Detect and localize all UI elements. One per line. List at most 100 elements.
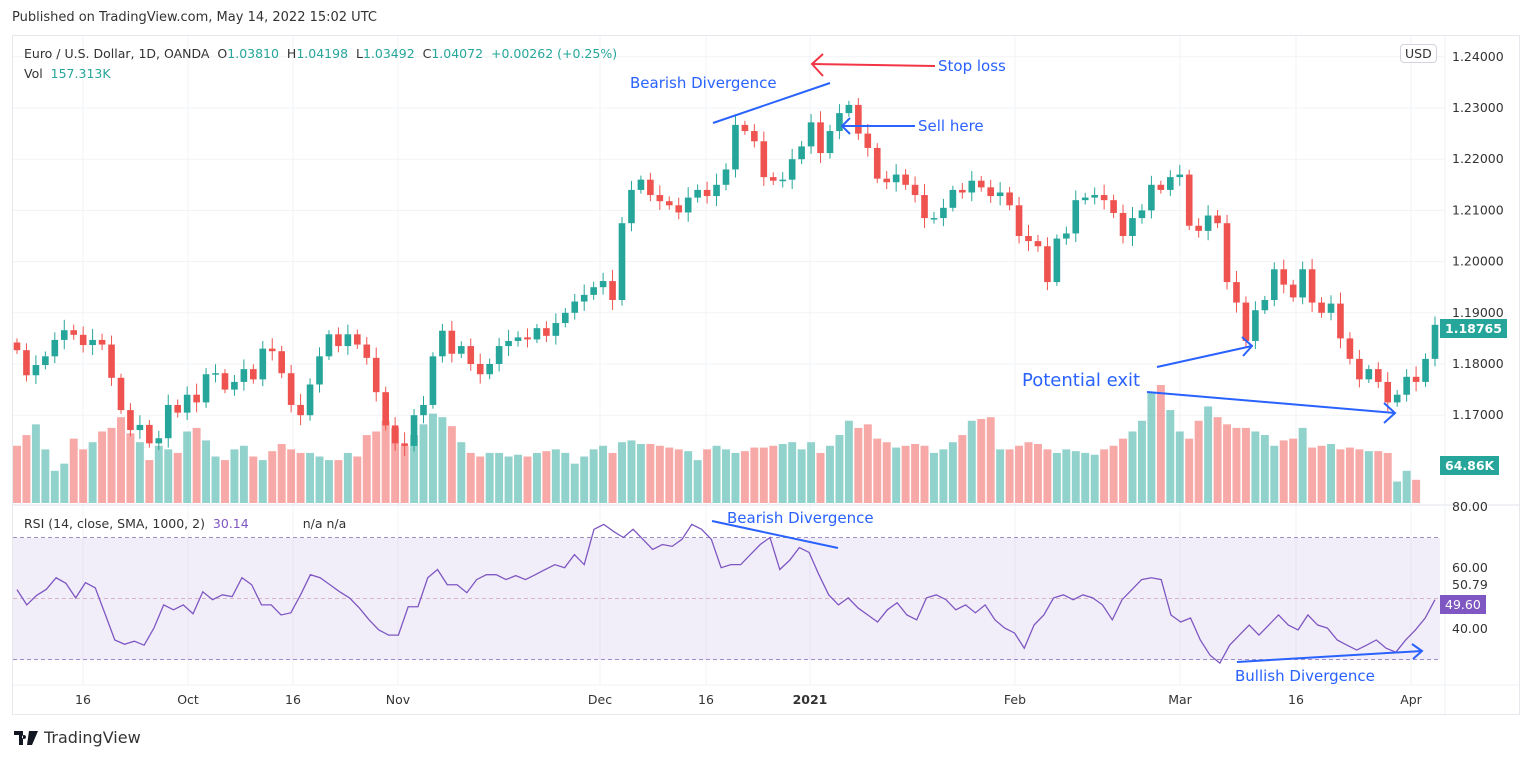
volume-bar: [826, 445, 834, 503]
volume-bar: [807, 442, 816, 503]
candle-body: [1346, 338, 1354, 359]
time-axis-label: 16: [285, 692, 301, 707]
candle: [1195, 218, 1202, 238]
volume-bar: [1043, 449, 1052, 503]
arrow-line: [1146, 391, 1396, 414]
candle-body: [713, 184, 720, 197]
volume-bar: [1289, 438, 1298, 503]
candle: [164, 394, 172, 448]
volume-bar: [485, 452, 494, 503]
volume-bar: [873, 438, 882, 503]
candle: [703, 181, 711, 204]
price-axis-label: 1.24000: [1452, 49, 1504, 64]
candle: [1412, 366, 1420, 392]
volume-bar: [722, 449, 730, 503]
candle-body: [1063, 233, 1070, 239]
candle: [335, 327, 342, 353]
candle-body: [760, 141, 768, 178]
candle-body: [136, 424, 144, 431]
volume-bar: [523, 456, 532, 503]
candle-body: [1176, 174, 1184, 178]
candle-body: [23, 350, 30, 376]
candle: [665, 196, 673, 210]
candle-body: [1044, 246, 1051, 283]
price-axis-label: 1.18000: [1452, 356, 1504, 371]
candle: [382, 386, 389, 431]
candle-body: [921, 195, 928, 219]
annotation-label: Bullish Divergence: [1235, 667, 1375, 685]
volume-bar: [986, 417, 995, 503]
candle-body: [193, 394, 200, 403]
volume-bar: [428, 413, 437, 503]
candle: [429, 352, 437, 409]
rsi-label[interactable]: RSI (14, close, SMA, 1000, 2): [24, 516, 205, 531]
time-axis-label: Feb: [1004, 692, 1026, 707]
high-label: H: [286, 46, 297, 61]
arrow-line: [811, 63, 936, 67]
candle-body: [439, 330, 446, 357]
candle-body: [108, 344, 115, 378]
candle: [883, 171, 891, 190]
trendline: [711, 520, 839, 549]
candle-body: [60, 330, 68, 340]
volume-bar: [636, 444, 645, 503]
candle-body: [1204, 215, 1212, 231]
volume-bar: [759, 447, 768, 503]
candle: [1242, 296, 1250, 347]
candle: [1157, 180, 1165, 194]
volume-bar: [731, 452, 740, 503]
candle-body: [401, 443, 408, 446]
candle: [571, 293, 579, 320]
volume-bar: [268, 451, 277, 503]
volume-bar: [324, 460, 333, 503]
rsi-axis-label: 40.00: [1452, 621, 1488, 636]
candle: [959, 183, 966, 199]
candle: [845, 100, 853, 117]
symbol-title[interactable]: Euro / U.S. Dollar, 1D, OANDA: [24, 46, 210, 61]
volume-bar: [1109, 445, 1118, 503]
volume-bar: [1393, 481, 1402, 503]
candle-body: [590, 287, 597, 295]
candle-body: [1053, 238, 1061, 283]
candle: [1308, 258, 1316, 312]
candle-body: [892, 174, 900, 183]
candle-body: [259, 348, 267, 380]
chart-frame: [12, 35, 1520, 715]
volume-bar: [580, 456, 589, 503]
candle: [855, 98, 862, 140]
candle-body: [344, 334, 352, 347]
candle: [363, 336, 371, 365]
time-axis-label: Mar: [1168, 692, 1192, 707]
candle-body: [268, 348, 276, 352]
candle: [98, 333, 106, 351]
volume-bar: [1147, 392, 1156, 503]
price-axis-label: 1.21000: [1452, 202, 1504, 217]
candle-body: [1006, 192, 1013, 206]
currency-button[interactable]: USD: [1400, 44, 1437, 63]
candle-body: [146, 424, 153, 444]
candle-body: [448, 330, 456, 354]
candle-body: [231, 381, 238, 390]
candle: [297, 393, 304, 426]
candle: [486, 358, 493, 380]
candle: [183, 386, 191, 421]
volume-bar: [1260, 435, 1269, 503]
rsi-axis-label: 80.00: [1452, 499, 1488, 514]
volume-bar: [608, 452, 617, 503]
volume-label[interactable]: Vol: [24, 66, 43, 81]
candle-body: [543, 328, 550, 336]
open-label: O: [217, 46, 228, 61]
tradingview-logo[interactable]: TradingView: [14, 728, 141, 747]
candle: [316, 347, 323, 393]
volume-bar: [882, 442, 891, 503]
volume-bar: [911, 444, 920, 503]
candle-body: [354, 334, 361, 345]
candle: [1034, 234, 1042, 252]
candle-body: [155, 438, 163, 444]
volume-bar: [1336, 449, 1345, 503]
candle: [89, 328, 96, 356]
candle: [42, 351, 49, 370]
candle-body: [391, 425, 399, 444]
volume-bar: [1298, 427, 1307, 503]
